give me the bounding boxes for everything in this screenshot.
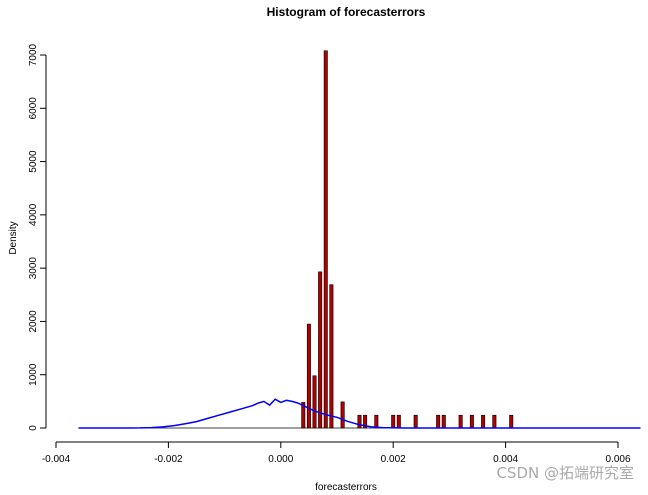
histogram-bar (329, 284, 334, 429)
histogram-bar (306, 323, 311, 429)
histogram-bar (323, 50, 328, 429)
histogram-bar (396, 414, 401, 429)
histogram-bar (312, 375, 317, 429)
y-tick-label: 3000 (28, 257, 39, 280)
x-axis-label: forecasterrors (315, 482, 377, 493)
x-tick-label: 0.002 (381, 454, 406, 465)
histogram-bar (492, 414, 497, 429)
density-line (78, 398, 641, 429)
x-tick-label: -0.004 (42, 454, 71, 465)
y-tick-label: 6000 (28, 97, 39, 120)
histogram-bar (436, 414, 441, 429)
histogram-bar (318, 271, 323, 429)
histogram-bar (469, 414, 474, 429)
chart-title: Histogram of forecasterrors (267, 5, 426, 19)
y-tick-label: 0 (28, 425, 39, 431)
histogram-bar (441, 414, 446, 429)
histogram-bar (357, 414, 362, 429)
y-axis-label: Density (8, 221, 19, 254)
x-tick-label: 0.006 (605, 454, 630, 465)
x-tick-label: 0.004 (493, 454, 518, 465)
x-tick-label: -0.002 (154, 454, 183, 465)
y-tick-label: 4000 (28, 203, 39, 226)
histogram-bar (374, 414, 379, 429)
plot-area: -0.004 -0.002 0.000 0.002 0.004 0.006 0 1000 200… (28, 43, 641, 465)
histogram-bar (363, 414, 368, 429)
histogram-bar (413, 414, 418, 429)
y-tick-label: 1000 (28, 363, 39, 386)
watermark: CSDN @拓端研究室 (496, 464, 634, 482)
histogram-bar (481, 414, 486, 429)
histogram-bar (340, 401, 345, 429)
x-tick-label: 0.000 (268, 454, 293, 465)
histogram-bar (391, 414, 396, 429)
y-tick-label: 7000 (28, 43, 39, 66)
histogram-bar (509, 414, 514, 429)
histogram-bar (301, 402, 306, 429)
histogram-bar (458, 414, 463, 429)
y-tick-label: 5000 (28, 150, 39, 173)
y-tick-label: 2000 (28, 310, 39, 333)
